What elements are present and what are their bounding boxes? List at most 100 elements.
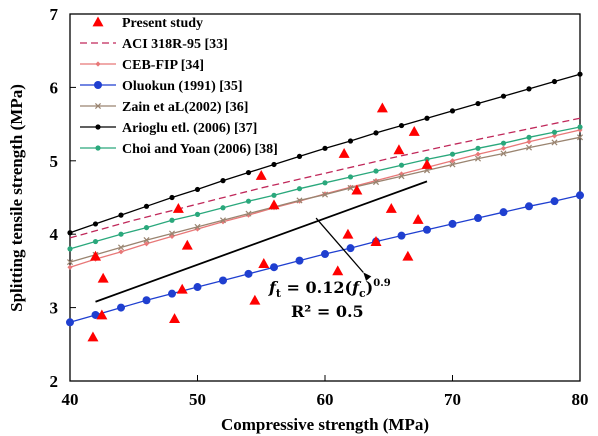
- series-point-4: [475, 100, 481, 107]
- series-point-5: [475, 145, 481, 151]
- series-point-4: [220, 178, 226, 184]
- scatter-point: [249, 294, 261, 305]
- series-point-5: [245, 198, 252, 204]
- scatter-point: [342, 228, 354, 239]
- series-point-4: [245, 169, 252, 176]
- y-tick-label: 7: [50, 5, 59, 24]
- y-tick-label: 4: [50, 225, 59, 244]
- series-point-5: [296, 186, 303, 192]
- series-point-2: [295, 256, 304, 265]
- series-point-2: [576, 191, 584, 200]
- series-point-3: [500, 150, 507, 157]
- series-point-4: [271, 161, 277, 168]
- series-point-2: [346, 244, 355, 253]
- series-point-4: [577, 71, 583, 77]
- series-point-2: [474, 214, 482, 223]
- series-point-2: [142, 296, 151, 305]
- legend-label-2: CEB-FIP [34]: [122, 58, 204, 73]
- series-point-5: [169, 217, 175, 223]
- series-point-4: [424, 115, 430, 121]
- series-point-3: [551, 139, 558, 146]
- legend-marker-4: [94, 102, 102, 110]
- series-line-0: [69, 117, 581, 239]
- series-point-5: [118, 231, 124, 237]
- x-tick-label: 80: [572, 390, 589, 409]
- series-point-2: [244, 269, 253, 278]
- series-point-4: [296, 153, 303, 159]
- series-point-3: [117, 244, 125, 251]
- legend: Present study ACI 318R-95 [33] CEB-FIP [34…: [80, 16, 278, 157]
- series-point-4: [526, 86, 532, 92]
- series-point-2: [66, 318, 74, 327]
- series-point-2: [397, 231, 406, 240]
- legend-marker-6: [95, 145, 101, 151]
- series-layer: [66, 71, 584, 327]
- series-point-4: [347, 138, 354, 144]
- series-point-5: [373, 168, 379, 174]
- y-axis-title: Splitting tensile strength (MPa): [7, 84, 26, 312]
- annotation-arrowhead: [363, 272, 372, 281]
- series-point-5: [271, 192, 277, 198]
- y-tick-label: 3: [50, 299, 59, 318]
- series-point-2: [168, 289, 176, 298]
- scatter-point: [96, 309, 108, 320]
- series-point-2: [550, 197, 559, 206]
- series-point-4: [373, 130, 379, 136]
- series-point-1: [449, 158, 456, 164]
- series-point-4: [322, 145, 328, 151]
- scatter-point: [87, 331, 99, 342]
- series-point-3: [66, 259, 74, 266]
- scatter-point: [376, 102, 388, 113]
- scatter-point: [385, 203, 397, 213]
- series-point-4: [92, 221, 99, 227]
- y-tick-label: 6: [50, 78, 59, 97]
- legend-label-3: Oluokun (1991) [35]: [122, 79, 243, 94]
- series-point-4: [194, 186, 201, 193]
- scatter-point: [402, 250, 414, 261]
- legend-label-1: ACI 318R-95 [33]: [122, 37, 228, 52]
- series-point-1: [577, 127, 583, 133]
- series-point-4: [500, 93, 507, 99]
- series-point-2: [423, 225, 431, 234]
- series-point-3: [245, 210, 252, 217]
- series-point-5: [577, 124, 583, 130]
- x-tick-label: 40: [62, 390, 79, 409]
- scatter-point: [176, 283, 188, 294]
- series-point-5: [322, 180, 328, 186]
- scatter-point: [370, 236, 382, 246]
- scatter-point: [408, 125, 420, 136]
- y-tick-label: 2: [50, 372, 59, 391]
- series-point-4: [398, 122, 405, 129]
- series-point-5: [220, 205, 226, 211]
- series-point-1: [475, 151, 481, 157]
- series-point-2: [448, 219, 457, 228]
- series-point-1: [143, 241, 150, 247]
- scatter-point: [393, 144, 405, 155]
- series-point-5: [551, 129, 558, 135]
- series-point-1: [67, 264, 73, 270]
- series-point-1: [500, 145, 507, 151]
- x-tick-label: 70: [444, 390, 461, 409]
- series-point-3: [321, 191, 329, 198]
- series-point-3: [347, 184, 354, 191]
- series-point-2: [321, 250, 329, 259]
- scatter-point: [268, 199, 280, 210]
- series-point-5: [67, 246, 73, 252]
- series-point-1: [118, 249, 124, 255]
- scatter-point: [90, 250, 101, 261]
- axis-ticks: 40 50 60 70 80 2 3 4 5 6 7: [50, 5, 589, 409]
- series-point-2: [219, 276, 227, 285]
- series-point-2: [270, 263, 278, 272]
- series-point-1: [551, 133, 558, 139]
- series-point-5: [398, 162, 405, 168]
- scatter-point: [421, 158, 433, 169]
- scatter-point: [351, 184, 363, 195]
- x-axis-title: Compressive strength (MPa): [221, 415, 429, 434]
- series-point-4: [143, 203, 150, 209]
- series-point-3: [372, 179, 380, 186]
- series-point-5: [449, 151, 456, 157]
- r2-label: R² = 0.5: [291, 302, 364, 321]
- plot-frame: [69, 13, 581, 382]
- series-point-3: [194, 223, 201, 230]
